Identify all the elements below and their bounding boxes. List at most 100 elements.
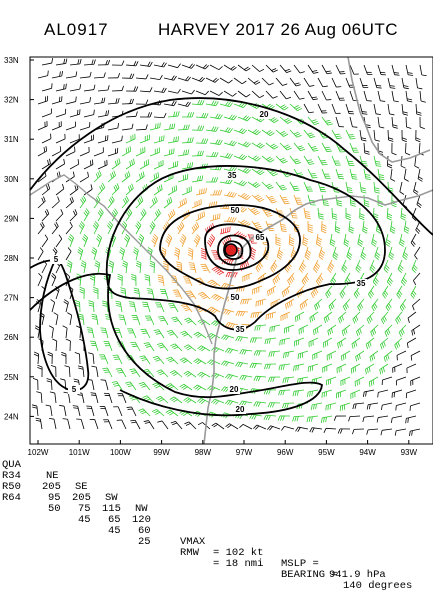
- wind-barb: [299, 325, 308, 334]
- wind-barb: [76, 274, 81, 286]
- barb-flag: [342, 331, 343, 336]
- barb-staff: [346, 104, 349, 114]
- barb-flag: [272, 145, 276, 148]
- wind-barb: [339, 312, 346, 323]
- barb-staff: [393, 364, 402, 368]
- wind-barb: [113, 355, 122, 364]
- barb-flag: [188, 294, 193, 295]
- barb-flag: [34, 354, 39, 356]
- barb-flag: [371, 381, 372, 386]
- barb-flag: [338, 429, 340, 434]
- barb-flag: [356, 356, 357, 361]
- barb-flag: [324, 318, 326, 323]
- wind-barb: [118, 274, 123, 286]
- barb-flag: [259, 325, 260, 330]
- wind-barb: [323, 338, 332, 348]
- barb-flag: [158, 277, 163, 278]
- wind-barb: [280, 143, 292, 150]
- wind-barb: [98, 135, 108, 143]
- barb-flag: [340, 317, 342, 322]
- barb-flag: [307, 417, 308, 422]
- barb-flag: [130, 306, 135, 307]
- wind-barb: [91, 366, 98, 377]
- barb-flag: [348, 192, 353, 193]
- barb-flag: [174, 254, 178, 257]
- wind-barb: [402, 78, 409, 89]
- barb-staff: [294, 390, 304, 391]
- barb-flag: [287, 148, 292, 150]
- barb-flag: [294, 132, 299, 134]
- barb-flag: [281, 160, 286, 162]
- barb-flag: [386, 242, 390, 245]
- barb-flag: [228, 154, 231, 158]
- barb-flag: [254, 211, 258, 213]
- barb-staff: [188, 345, 196, 351]
- wind-barb: [98, 160, 107, 169]
- barb-staff: [402, 78, 404, 88]
- bearing-label: BEARING =: [281, 570, 338, 581]
- barb-staff: [42, 88, 52, 91]
- wind-barb: [206, 101, 218, 106]
- barb-flag: [188, 138, 189, 143]
- barb-flag: [159, 399, 163, 401]
- barb-flag: [296, 366, 297, 371]
- barb-flag: [216, 102, 219, 106]
- barb-flag: [271, 289, 272, 294]
- barb-staff: [112, 188, 119, 195]
- barb-staff: [210, 218, 220, 221]
- barb-flag: [404, 88, 409, 89]
- wind-barb: [350, 117, 357, 127]
- barb-flag: [351, 203, 356, 204]
- barb-flag: [382, 368, 383, 373]
- barb-staff: [410, 429, 420, 431]
- barb-flag: [305, 211, 310, 212]
- barb-flag: [141, 173, 142, 178]
- barb-flag: [330, 329, 331, 334]
- wind-barb: [308, 143, 318, 151]
- barb-flag: [200, 100, 202, 104]
- wind-barb: [51, 299, 55, 312]
- wind-barb: [188, 248, 193, 260]
- barb-staff: [253, 286, 262, 290]
- wind-barb: [360, 208, 365, 220]
- barb-flag: [80, 289, 85, 291]
- barb-staff: [326, 286, 332, 294]
- barb-flag: [274, 326, 275, 331]
- lat-label: 27N: [4, 294, 19, 303]
- barb-staff: [56, 89, 66, 91]
- barb-flag: [176, 262, 181, 263]
- wind-barb: [212, 423, 224, 429]
- barb-flag: [376, 231, 380, 233]
- barb-flag: [91, 366, 96, 367]
- wind-barb: [84, 59, 95, 65]
- wind-barb: [318, 78, 328, 87]
- barb-flag: [370, 316, 372, 321]
- barb-flag: [66, 84, 67, 89]
- wind-barb: [344, 234, 349, 246]
- barb-staff: [266, 91, 273, 98]
- barb-staff: [42, 139, 51, 143]
- barb-flag: [278, 275, 280, 280]
- barb-flag: [271, 377, 273, 382]
- barb-flag: [389, 303, 392, 307]
- barb-flag: [313, 72, 318, 73]
- barb-flag: [139, 198, 141, 203]
- barb-flag: [156, 197, 158, 202]
- barb-flag: [200, 264, 205, 265]
- barb-flag: [278, 416, 280, 421]
- barb-flag: [400, 242, 404, 245]
- wind-barb: [38, 121, 47, 130]
- contour-label: 35: [236, 325, 245, 334]
- barb-flag: [225, 127, 228, 131]
- wind-barb: [385, 325, 392, 337]
- barb-flag: [355, 404, 356, 409]
- wind-barb: [338, 338, 346, 348]
- barb-staff: [206, 78, 215, 82]
- barb-staff: [94, 77, 104, 78]
- barb-flag: [381, 430, 382, 435]
- barb-flag: [173, 209, 175, 214]
- barb-staff: [318, 208, 319, 218]
- barb-flag: [390, 231, 394, 234]
- barb-flag: [360, 329, 362, 334]
- wind-barb: [200, 264, 210, 273]
